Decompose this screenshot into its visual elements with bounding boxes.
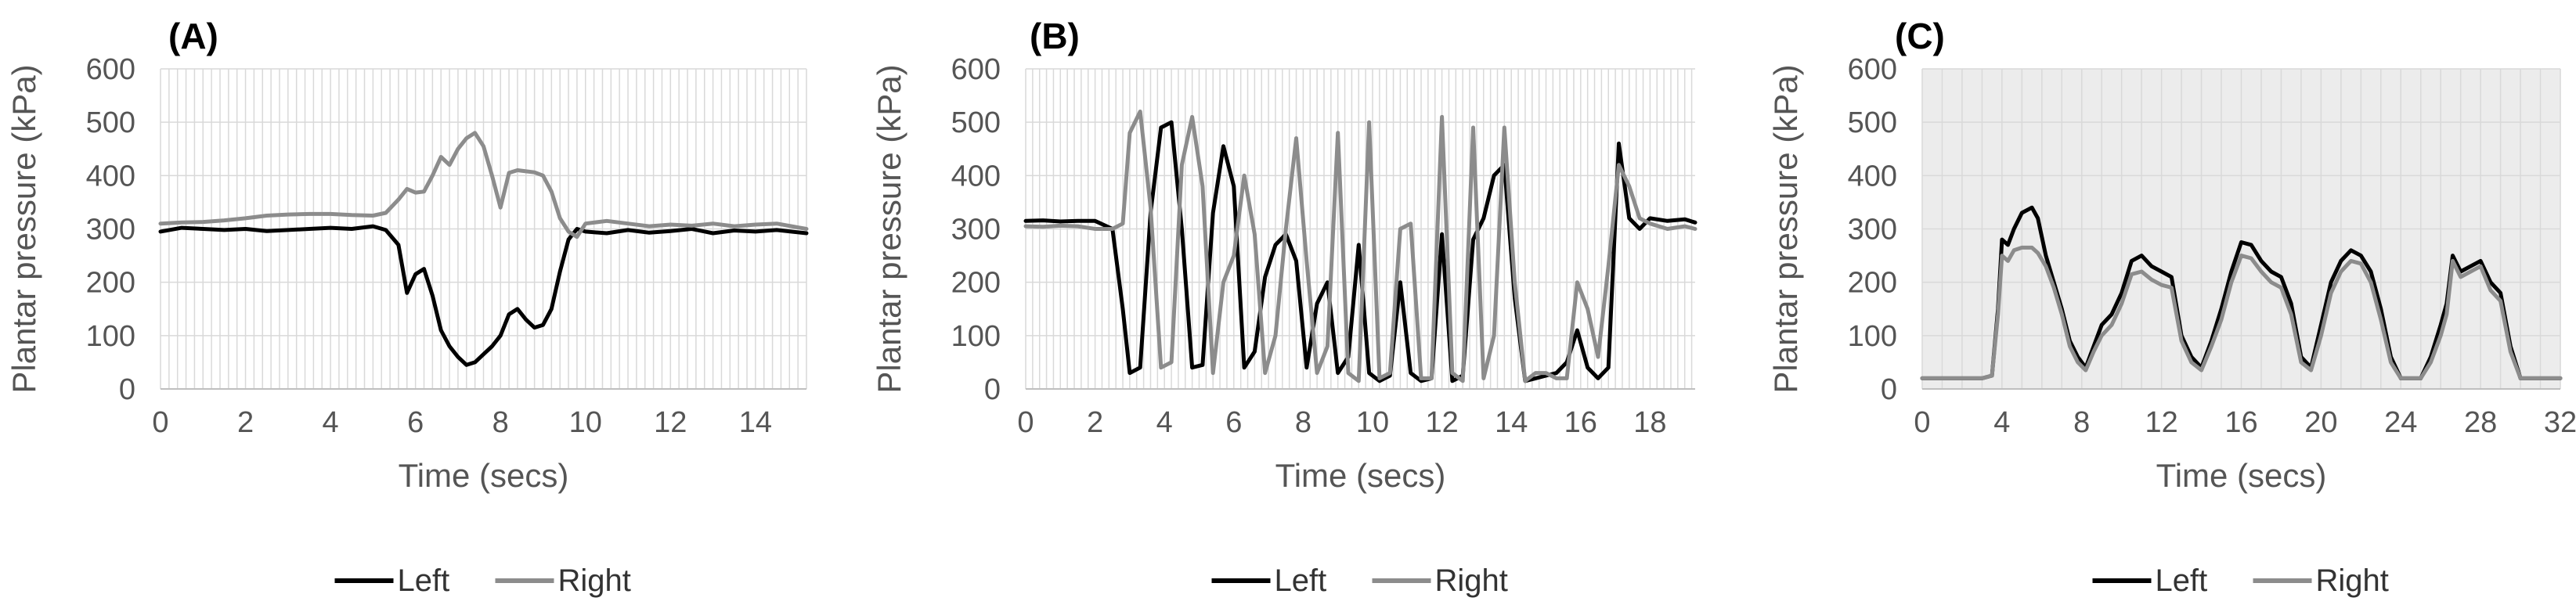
x-tick-label: 0 [1914,406,1930,439]
x-tick-label: 0 [152,406,168,439]
x-tick-label: 28 [2464,406,2497,439]
y-tick-label: 0 [119,373,135,406]
y-tick-label: 600 [1848,53,1897,86]
series-line-left [158,224,809,367]
x-tick-label: 4 [1993,406,2010,439]
panel-label: (A) [168,16,218,56]
y-tick-label: 100 [86,320,135,353]
panel-label: (C) [1895,16,1945,56]
x-tick-label: 14 [1495,406,1528,439]
y-tick-label: 0 [1881,373,1897,406]
panel-label: (B) [1030,16,1080,56]
legend-label-left: Left [398,563,450,598]
y-tick-label: 500 [1848,106,1897,139]
legend-label-right: Right [558,563,631,598]
x-tick-label: 2 [1087,406,1103,439]
y-tick-label: 0 [984,373,1001,406]
y-tick-label: 200 [951,267,1001,300]
y-tick-label: 100 [951,320,1001,353]
y-tick-label: 400 [86,160,135,193]
legend: Left Right [1211,563,1508,598]
x-tick-label: 14 [739,406,772,439]
x-tick-label: 10 [569,406,602,439]
x-tick-label: 4 [323,406,339,439]
x-tick-label: 24 [2384,406,2417,439]
y-tick-label: 500 [951,106,1001,139]
y-tick-label: 200 [86,267,135,300]
x-tick-label: 10 [1356,406,1389,439]
x-tick-label: 0 [1017,406,1034,439]
x-tick-label: 8 [2073,406,2090,439]
legend-label-right: Right [1435,563,1508,598]
x-tick-label: 8 [492,406,509,439]
series-line-left [1920,205,2563,380]
x-axis-title: Time (secs) [399,457,569,494]
y-tick-label: 300 [1848,214,1897,247]
x-tick-label: 32 [2544,406,2576,439]
y-tick-label: 300 [951,214,1001,247]
y-axis-title: Plantar pressure (kPa) [871,64,907,393]
series-line-left [1023,120,1697,383]
x-tick-label: 12 [654,406,687,439]
x-tick-label: 12 [1425,406,1458,439]
x-tick-label: 4 [1156,406,1173,439]
y-tick-label: 500 [86,106,135,139]
legend-label-right: Right [2316,563,2389,598]
y-tick-label: 100 [1848,320,1897,353]
y-axis-title: Plantar pressure (kPa) [1767,64,1804,393]
y-tick-label: 200 [1848,267,1897,300]
x-tick-label: 8 [1295,406,1311,439]
chart-panel-b: 0 100 200 300 400 500 600 0 2 4 6 8 10 12 14 16 18 Time (… [871,16,1697,598]
x-tick-label: 12 [2145,406,2177,439]
series-line-right [158,131,809,239]
x-tick-label: 16 [1564,406,1597,439]
x-axis-title: Time (secs) [1275,457,1446,494]
y-tick-label: 600 [86,53,135,86]
legend-label-left: Left [2156,563,2208,598]
legend: Left Right [2092,563,2389,598]
x-tick-label: 6 [407,406,424,439]
x-tick-label: 16 [2224,406,2257,439]
x-tick-label: 18 [1633,406,1666,439]
y-tick-label: 300 [86,214,135,247]
y-tick-label: 400 [951,160,1001,193]
x-axis-title: Time (secs) [2156,457,2327,494]
series-line-right [1920,245,2563,380]
x-tick-label: 20 [2304,406,2337,439]
series-line-right [1023,110,1697,383]
chart-panel-c: 0 100 200 300 400 500 600 0 4 8 12 16 20 24 28 32 Time (… [1767,16,2576,598]
chart-panel-a: 0 100 200 300 400 500 600 0 2 4 6 8 10 12 14 Time (secs… [5,16,809,598]
y-axis-title: Plantar pressure (kPa) [5,64,42,393]
legend-label-left: Left [1275,563,1327,598]
x-tick-label: 2 [237,406,254,439]
y-tick-label: 400 [1848,160,1897,193]
y-tick-label: 600 [951,53,1001,86]
legend: Left Right [334,563,631,598]
x-tick-label: 6 [1225,406,1242,439]
